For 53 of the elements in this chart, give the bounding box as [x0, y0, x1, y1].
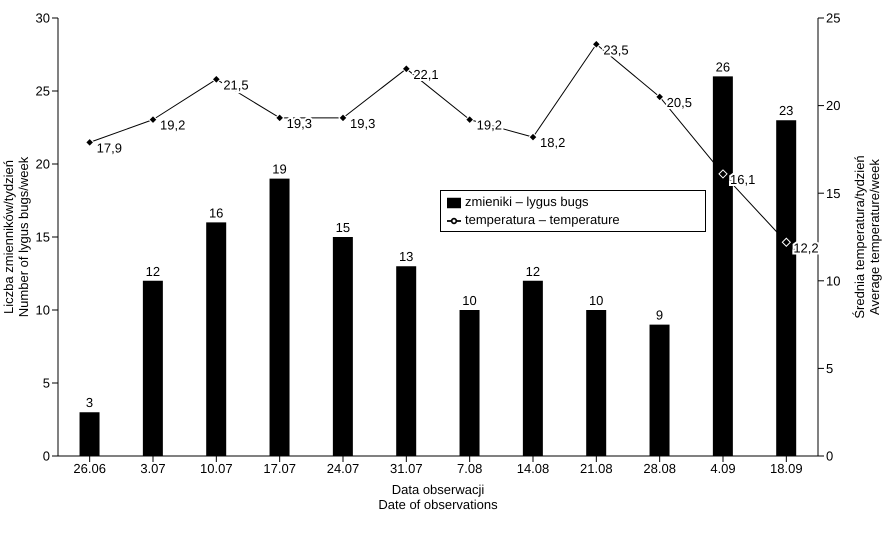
y2-tick-label: 25 — [826, 10, 840, 26]
y2-tick-label: 20 — [826, 98, 840, 114]
y-tick-label: 20 — [36, 156, 50, 172]
data-label: 16 — [208, 205, 224, 220]
x-tick-label: 24.07 — [326, 461, 360, 476]
data-label: 12 — [146, 264, 160, 279]
y2-tick-label: 15 — [826, 186, 840, 201]
y-tick-label: 5 — [42, 376, 50, 391]
data-label: 20,5 — [666, 94, 692, 110]
y2-axis-title: Średnia temperatura/tydzień Average temperature/week — [852, 155, 882, 319]
data-label: 19,3 — [350, 116, 376, 131]
legend-label: zmieniki – lygus bugs — [465, 194, 589, 209]
x-axis-title: Data obserwacji Date of observations — [378, 482, 498, 512]
x-tick-label: 4.09 — [710, 461, 736, 476]
data-label: 23 — [778, 103, 794, 118]
data-label: 3 — [86, 395, 94, 410]
y-tick-label: 25 — [36, 84, 50, 99]
data-label: 19,2 — [160, 118, 186, 133]
x-tick-label: 10.07 — [200, 461, 233, 476]
data-label: 18,2 — [540, 135, 566, 150]
point — [782, 238, 791, 247]
x-tick-label: 26.06 — [73, 461, 106, 476]
data-label: 13 — [398, 249, 414, 264]
point — [718, 169, 728, 178]
data-label: 19 — [272, 162, 287, 177]
data-label: 12 — [526, 264, 540, 279]
x-tick-label: 7.08 — [457, 461, 482, 476]
y-tick-label: 0 — [42, 448, 50, 464]
data-label: 9 — [656, 308, 664, 323]
data-label: 17,9 — [96, 140, 122, 156]
x-tick-label: 31.07 — [390, 461, 423, 476]
y-tick-label: 30 — [36, 10, 50, 26]
data-label: 10 — [588, 293, 604, 308]
y-tick-label: 10 — [36, 302, 50, 318]
legend-label: temperatura – temperature — [465, 212, 620, 227]
data-label: 19,3 — [286, 116, 312, 131]
y-axis-title: Liczba zmienników/tydzień Number of lygus bugs/week — [1, 156, 31, 318]
data-label: 26 — [716, 59, 730, 74]
x-tick-label: 14.08 — [516, 461, 550, 476]
y2-tick-label: 10 — [826, 273, 840, 288]
data-label: 21,5 — [223, 77, 249, 92]
data-label: 15 — [336, 220, 350, 235]
data-label: 23,5 — [603, 42, 629, 58]
x-tick-label: 17.07 — [263, 461, 296, 476]
data-label: 22,1 — [413, 66, 439, 82]
x-tick-label: 18.09 — [770, 461, 803, 476]
y2-tick-label: 0 — [826, 448, 834, 464]
x-tick-label: 28.08 — [643, 461, 676, 476]
x-tick-label: 3.07 — [140, 461, 166, 476]
x-tick-label: 21.08 — [580, 461, 613, 476]
y-tick-label: 15 — [36, 230, 50, 245]
y2-tick-label: 5 — [826, 361, 834, 376]
data-label: 10 — [462, 293, 477, 308]
